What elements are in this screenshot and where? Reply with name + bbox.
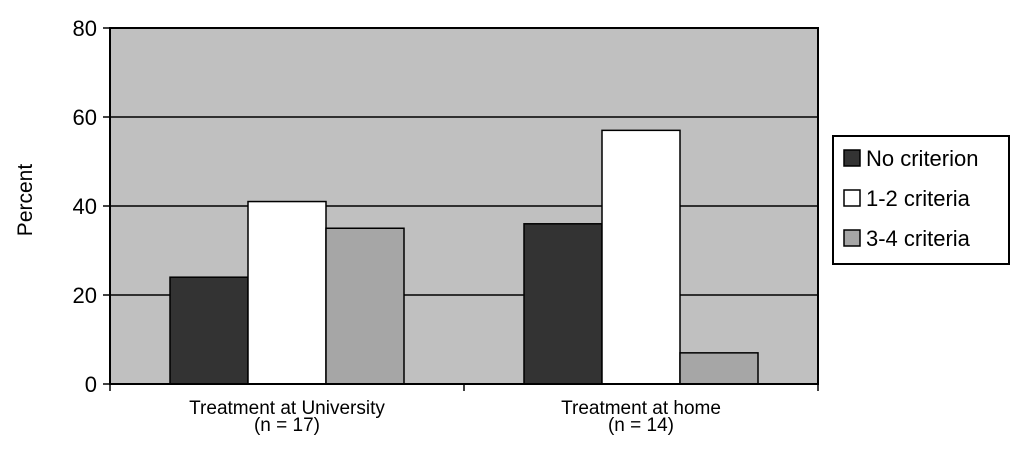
y-tick-label: 40 bbox=[73, 194, 97, 219]
bar-1-2-criteria-0 bbox=[247, 200, 327, 385]
y-axis-title: Percent bbox=[14, 164, 37, 237]
x-category-label: (n = 14) bbox=[608, 415, 674, 436]
x-category-labels: Treatment at University(n = 17) Treatment… bbox=[189, 398, 721, 436]
bars bbox=[169, 129, 759, 385]
y-tick-label: 20 bbox=[73, 283, 97, 308]
legend-swatch bbox=[843, 149, 861, 167]
bar-3-4-criteria-1 bbox=[679, 352, 759, 385]
y-tick-label: 0 bbox=[85, 372, 97, 397]
legend-label: No criterion bbox=[866, 146, 978, 171]
bar-no-criterion-1 bbox=[523, 223, 603, 385]
legend-swatch bbox=[843, 189, 861, 207]
legend-box bbox=[832, 135, 1010, 265]
x-category-label: Treatment at University bbox=[189, 398, 385, 419]
bar-3-4-criteria-0 bbox=[325, 227, 405, 385]
bar-no-criterion-0 bbox=[169, 276, 249, 385]
legend-label: 3-4 criteria bbox=[866, 226, 971, 251]
legend: No criterion 1-2 criteria 3-4 criteria bbox=[832, 135, 1010, 265]
y-tick-label: 60 bbox=[73, 105, 97, 130]
y-ticks: 0 20 40 60 80 bbox=[73, 16, 110, 397]
x-category-label: Treatment at home bbox=[561, 398, 721, 419]
bar-1-2-criteria-1 bbox=[601, 129, 681, 385]
legend-swatch bbox=[843, 229, 861, 247]
legend-label: 1-2 criteria bbox=[866, 186, 971, 211]
y-tick-label: 80 bbox=[73, 16, 97, 41]
x-category-label: (n = 17) bbox=[254, 415, 320, 436]
